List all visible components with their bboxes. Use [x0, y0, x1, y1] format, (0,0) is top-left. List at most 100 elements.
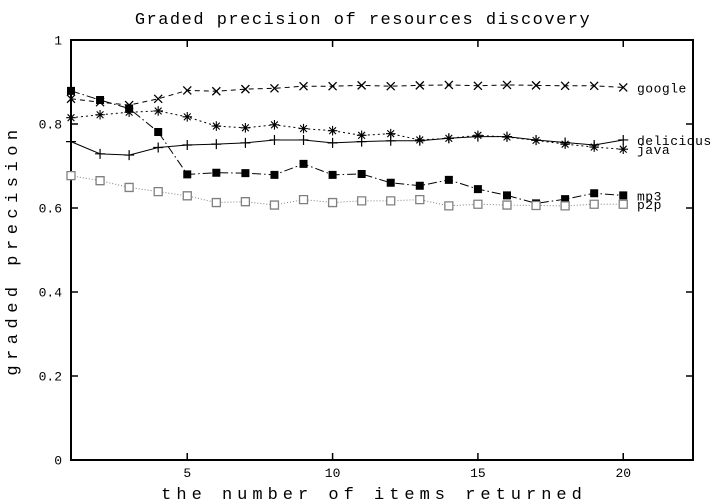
asterisk-marker-icon: [473, 130, 483, 141]
data-point-asterisk: [618, 144, 629, 154]
square-open-marker-icon: [182, 191, 192, 201]
plus-marker-icon: [124, 150, 135, 161]
square-filled-marker-icon: [444, 175, 453, 184]
series-label-java: java: [637, 143, 670, 158]
series-label-delicious: delicious: [637, 134, 712, 149]
x-marker-icon: [386, 81, 396, 91]
data-point-x: [444, 80, 454, 90]
data-point-square-filled: [590, 189, 599, 198]
data-point-asterisk: [560, 139, 570, 149]
data-point-asterisk: [66, 112, 76, 123]
x-tick-label: 20: [615, 466, 631, 481]
square-filled-marker-icon: [241, 169, 250, 178]
data-point-square-filled: [473, 185, 482, 194]
asterisk-marker-icon: [269, 120, 280, 130]
square-filled-marker-icon: [212, 168, 221, 177]
series-label-p2p: p2p: [637, 198, 662, 213]
square-open-marker-icon: [560, 201, 570, 211]
data-point-x: [415, 80, 425, 90]
data-point-square-filled: [212, 168, 221, 177]
data-point-asterisk: [473, 130, 483, 141]
x-axis-label: the number of items returned: [161, 486, 587, 504]
data-point-plus: [298, 134, 309, 145]
x-marker-icon: [502, 80, 512, 90]
data-point-square-filled: [299, 159, 308, 168]
y-tick-label: 0.4: [39, 286, 63, 301]
data-point-asterisk: [531, 135, 541, 146]
plus-marker-icon: [95, 148, 106, 159]
data-point-asterisk: [240, 122, 251, 133]
square-open-marker-icon: [444, 201, 454, 211]
data-point-asterisk: [211, 121, 222, 131]
square-open-marker-icon: [124, 182, 134, 193]
data-point-square-open: [415, 194, 425, 205]
data-point-square-open: [124, 182, 134, 193]
data-point-x: [211, 86, 221, 96]
square-open-marker-icon: [66, 171, 76, 181]
data-point-square-open: [386, 196, 396, 206]
asterisk-marker-icon: [240, 122, 251, 133]
x-marker-icon: [299, 81, 308, 91]
data-point-x: [560, 81, 570, 91]
square-open-marker-icon: [298, 194, 309, 205]
data-point-x: [618, 83, 628, 92]
square-filled-marker-icon: [473, 185, 482, 194]
data-point-square-filled: [386, 178, 395, 187]
plus-marker-icon: [153, 142, 164, 153]
data-point-x: [531, 80, 541, 90]
data-point-asterisk: [95, 109, 105, 120]
data-point-x: [502, 80, 512, 90]
x-marker-icon: [328, 81, 338, 91]
data-point-x: [328, 81, 338, 91]
data-point-asterisk: [502, 132, 512, 142]
data-point-asterisk: [182, 112, 193, 122]
square-filled-marker-icon: [67, 86, 75, 95]
data-point-plus: [182, 140, 193, 150]
data-point-x: [269, 83, 279, 93]
data-point-asterisk: [356, 130, 367, 141]
square-filled-marker-icon: [502, 191, 511, 200]
x-marker-icon: [182, 85, 192, 95]
data-point-square-open: [240, 197, 251, 207]
square-open-marker-icon: [618, 199, 628, 209]
square-filled-marker-icon: [415, 181, 424, 190]
asterisk-marker-icon: [589, 142, 599, 152]
x-marker-icon: [269, 83, 279, 93]
square-filled-marker-icon: [96, 96, 105, 105]
data-point-plus: [240, 137, 251, 148]
x-marker-icon: [357, 80, 367, 90]
x-marker-icon: [589, 81, 599, 91]
y-tick-label: 0.2: [39, 370, 62, 385]
plus-marker-icon: [269, 134, 280, 145]
x-marker-icon: [444, 80, 454, 90]
y-tick-label: 0.6: [39, 202, 62, 217]
square-filled-marker-icon: [590, 189, 599, 198]
y-axis-label: graded precision: [4, 124, 23, 375]
square-open-marker-icon: [473, 199, 483, 209]
plus-marker-icon: [618, 134, 629, 145]
data-point-square-open: [531, 200, 541, 211]
data-point-plus: [211, 139, 222, 150]
asterisk-marker-icon: [298, 123, 309, 134]
x-marker-icon: [473, 81, 483, 91]
data-point-x: [66, 94, 76, 104]
series-line-java: [70, 110, 624, 150]
data-point-square-open: [357, 196, 367, 206]
data-point-square-open: [473, 199, 483, 209]
data-point-square-filled: [502, 191, 511, 200]
data-point-square-filled: [67, 86, 75, 95]
plus-marker-icon: [66, 136, 76, 147]
data-point-asterisk: [589, 142, 599, 152]
chart-title: Graded precision of resources discovery: [135, 11, 591, 30]
y-tick-label: 0.8: [39, 118, 62, 133]
square-open-marker-icon: [386, 196, 396, 206]
series-line-p2p: [70, 175, 624, 207]
data-point-plus: [269, 134, 280, 145]
data-point-x: [473, 81, 483, 91]
plus-marker-icon: [327, 137, 338, 148]
data-point-square-open: [95, 176, 105, 186]
data-point-square-filled: [415, 181, 424, 190]
data-point-x: [240, 84, 250, 94]
